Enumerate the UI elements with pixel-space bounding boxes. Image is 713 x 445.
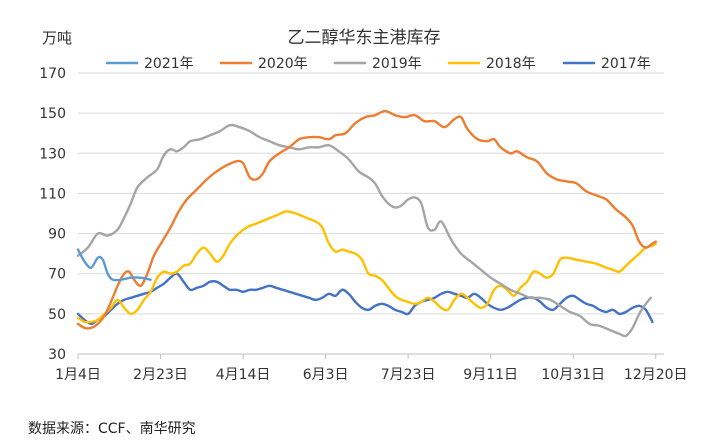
y-tick-label: 170	[39, 66, 66, 82]
legend-label: 2017年	[601, 56, 651, 72]
series-line-2021年	[76, 248, 152, 282]
x-tick-label: 1月4日	[55, 367, 101, 383]
x-tick-label: 12月20日	[624, 367, 688, 383]
x-axis: 1月4日 2月23日 4月14日 6月3日 7月23日 9月11日 10月31日 12月20日	[55, 353, 688, 383]
y-tick-label: 50	[48, 307, 66, 323]
series-line-2020年	[76, 109, 657, 330]
x-tick-label: 7月23日	[381, 367, 436, 383]
y-tick-label: 30	[48, 347, 66, 363]
x-tick-label: 10月31日	[541, 367, 605, 383]
legend-label: 2019年	[372, 56, 422, 72]
y-axis: 30 50 70 90 110 130 150 170	[39, 66, 66, 363]
source-note: 数据来源：CCF、南华研究	[28, 421, 196, 437]
legend-label: 2021年	[144, 56, 194, 72]
legend-label: 2018年	[486, 56, 536, 72]
chart-title: 乙二醇华东主港库存	[288, 28, 441, 48]
y-tick-label: 70	[48, 267, 66, 283]
y-tick-label: 150	[39, 106, 66, 122]
series-line-2019年	[76, 123, 652, 338]
y-tick-label: 90	[48, 227, 66, 243]
x-tick-label: 6月3日	[303, 367, 349, 383]
x-tick-label: 2月23日	[133, 367, 188, 383]
y-axis-unit-label: 万吨	[42, 29, 72, 47]
chart-legend: 2021年 2020年 2019年 2018年 2017年	[105, 56, 651, 72]
x-tick-label: 4月14日	[216, 367, 271, 383]
series-lines	[76, 109, 657, 338]
series-line-2017年	[76, 272, 654, 326]
series-line-2018年	[76, 210, 657, 324]
y-tick-label: 110	[39, 186, 66, 202]
y-tick-label: 130	[39, 146, 66, 162]
legend-label: 2020年	[258, 56, 308, 72]
x-tick-label: 9月11日	[463, 367, 518, 383]
